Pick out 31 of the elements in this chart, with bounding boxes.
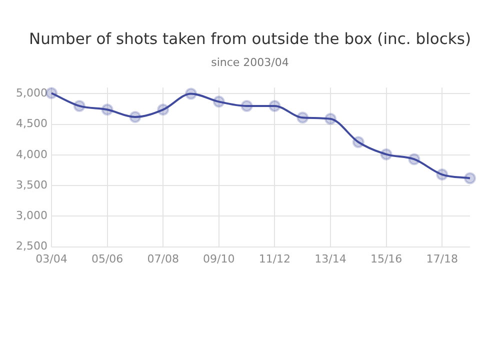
x-tick-label: 17/18 xyxy=(426,252,458,266)
point xyxy=(212,96,225,108)
point xyxy=(240,100,253,112)
y-tick-label: 3,500 xyxy=(16,178,48,192)
point xyxy=(184,88,197,100)
point xyxy=(73,100,86,112)
point xyxy=(408,153,420,166)
x-tick-label: 09/10 xyxy=(203,252,235,266)
x-tick-label: 15/16 xyxy=(370,252,402,266)
y-tick-label: 3,000 xyxy=(16,209,48,222)
point xyxy=(296,112,309,124)
point xyxy=(464,172,476,184)
x-tick-label: 05/06 xyxy=(91,252,124,266)
point xyxy=(268,100,281,112)
x-tick-label: 11/12 xyxy=(258,252,291,266)
x-tick-label: 03/04 xyxy=(36,252,68,266)
y-tick-label: 2,500 xyxy=(16,240,48,253)
point xyxy=(324,112,336,125)
point xyxy=(101,104,114,116)
chart-title: Number of shots taken from outside the box (inc. blocks) xyxy=(28,30,472,48)
point xyxy=(436,168,448,181)
chart-subtitle: since 2003/04 xyxy=(210,56,290,69)
y-tick-label: 4,000 xyxy=(16,148,48,161)
point xyxy=(157,104,170,116)
y-tick-label: 5,000 xyxy=(16,86,48,100)
point xyxy=(352,136,364,148)
point xyxy=(129,110,142,123)
y-tick-label: 4,500 xyxy=(16,117,48,130)
x-tick-label: 07/08 xyxy=(147,252,179,266)
point xyxy=(380,148,392,160)
x-tick-label: 13/14 xyxy=(314,252,346,266)
